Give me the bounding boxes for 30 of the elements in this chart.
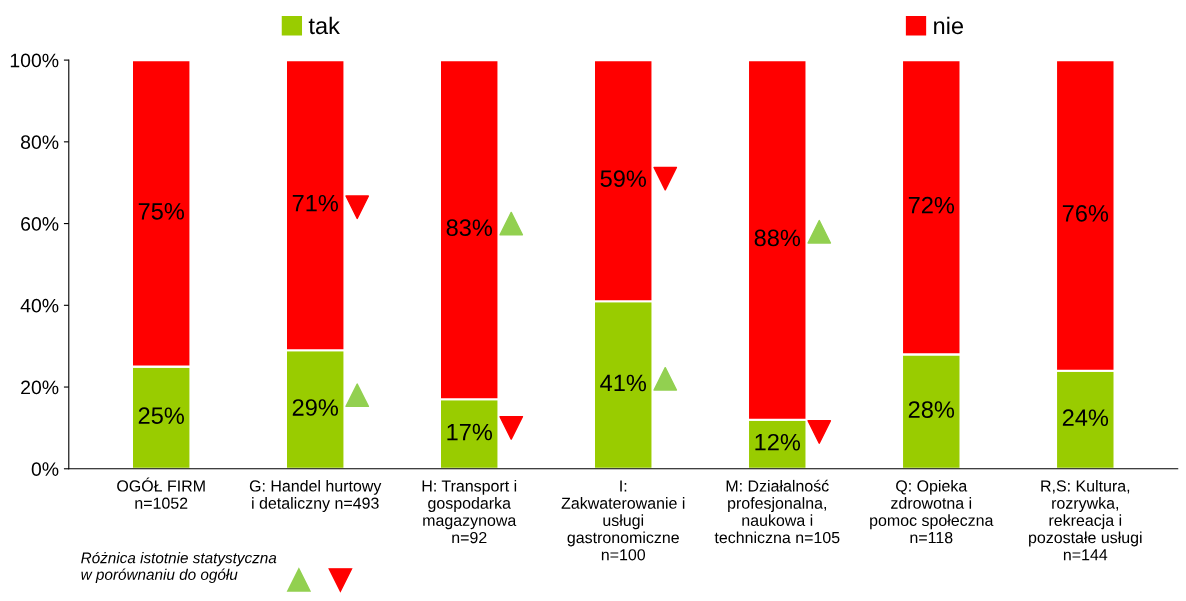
data-label: 25% xyxy=(138,407,184,425)
data-label: 17% xyxy=(447,423,493,441)
legend-label: tak xyxy=(308,16,340,35)
data-label: 24% xyxy=(1062,409,1109,426)
data-label: 76% xyxy=(1062,205,1109,222)
data-label: 28% xyxy=(908,401,955,418)
data-label: 83% xyxy=(446,219,493,237)
data-label: 59% xyxy=(600,170,647,187)
data-label: 72% xyxy=(908,196,955,214)
data-label: 71% xyxy=(292,194,338,212)
x-tick-label: M: Działalność profesjonalna, naukowa i techniczna n=105 xyxy=(714,479,840,544)
x-tick-label: G: Handel hurtowy i detaliczny n=493 xyxy=(249,479,382,512)
data-label: 75% xyxy=(138,203,184,220)
text: Różnica istotnie statystyczna w porównaniu do ogółu xyxy=(81,551,277,583)
data-label: 29% xyxy=(292,399,338,416)
y-tick-label: 0% xyxy=(31,462,59,477)
x-tick-label: OGÓŁ FIRM n=1052 xyxy=(117,477,205,509)
data-label: 41% xyxy=(600,374,647,392)
legend-label: nie xyxy=(934,16,963,35)
y-tick-label: 20% xyxy=(21,380,59,395)
y-tick-label: 40% xyxy=(20,298,59,313)
x-tick-label: R,S: Kultura, rozrywka, rekreacja i pozostałe usługi n=144 xyxy=(1029,479,1142,561)
x-tick-label: Q: Opieka zdrowotna i pomoc społeczna n=118 xyxy=(870,479,994,544)
data-label: 88% xyxy=(754,229,801,247)
data-label: 12% xyxy=(755,433,801,451)
x-tick-label: I: Zakwaterowanie i usługi gastronomiczne n=100 xyxy=(561,480,685,561)
y-tick-label: 80% xyxy=(20,135,59,150)
x-tick-label: H: Transport i gospodarka magazynowa n=92 xyxy=(422,479,517,544)
y-tick-label: 100% xyxy=(10,53,59,68)
y-tick-label: 60% xyxy=(21,217,59,231)
